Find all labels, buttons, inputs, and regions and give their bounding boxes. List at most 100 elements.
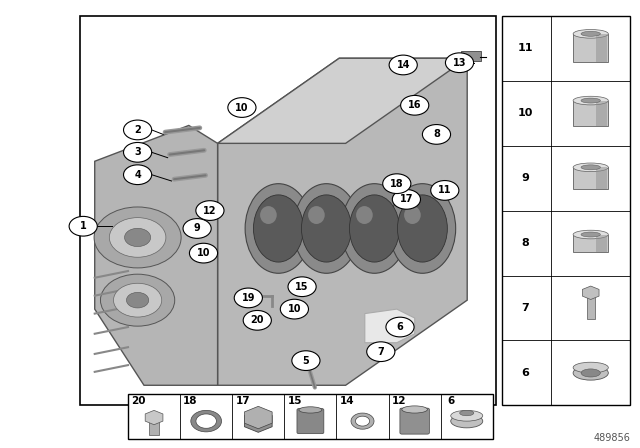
Text: 20: 20 — [131, 396, 146, 405]
Polygon shape — [218, 58, 467, 385]
Text: 10: 10 — [518, 108, 533, 118]
FancyBboxPatch shape — [596, 168, 607, 189]
Ellipse shape — [293, 184, 360, 273]
FancyBboxPatch shape — [80, 16, 496, 405]
FancyBboxPatch shape — [297, 409, 324, 434]
Text: 20: 20 — [250, 315, 264, 325]
Text: 489856: 489856 — [593, 433, 630, 443]
Ellipse shape — [581, 98, 600, 103]
Circle shape — [109, 218, 166, 257]
Ellipse shape — [581, 31, 600, 36]
Circle shape — [422, 125, 451, 144]
Text: 19: 19 — [241, 293, 255, 303]
Ellipse shape — [573, 96, 609, 105]
Text: 18: 18 — [183, 396, 198, 405]
Circle shape — [445, 53, 474, 73]
Text: 17: 17 — [399, 194, 413, 204]
Circle shape — [100, 274, 175, 326]
Circle shape — [383, 174, 411, 194]
Text: 6: 6 — [447, 396, 455, 405]
Text: 15: 15 — [287, 396, 302, 405]
Circle shape — [243, 310, 271, 330]
Text: 9: 9 — [522, 173, 529, 183]
Circle shape — [234, 288, 262, 308]
Circle shape — [125, 228, 150, 246]
Circle shape — [127, 293, 148, 308]
Ellipse shape — [397, 195, 447, 262]
Text: 10: 10 — [287, 304, 301, 314]
Text: 13: 13 — [452, 58, 467, 68]
Ellipse shape — [451, 410, 483, 421]
Ellipse shape — [573, 163, 609, 172]
Text: 7: 7 — [378, 347, 384, 357]
Text: 12: 12 — [203, 206, 217, 215]
Circle shape — [431, 181, 459, 200]
Circle shape — [183, 219, 211, 238]
Text: 10: 10 — [235, 103, 249, 112]
Circle shape — [124, 165, 152, 185]
Text: 6: 6 — [397, 322, 403, 332]
FancyBboxPatch shape — [149, 421, 159, 435]
FancyBboxPatch shape — [596, 235, 607, 252]
Polygon shape — [95, 125, 218, 385]
Circle shape — [228, 98, 256, 117]
Text: 4: 4 — [134, 170, 141, 180]
Ellipse shape — [299, 407, 322, 413]
Ellipse shape — [253, 195, 303, 262]
Circle shape — [292, 351, 320, 370]
Text: 16: 16 — [408, 100, 422, 110]
Circle shape — [69, 216, 97, 236]
FancyBboxPatch shape — [461, 51, 481, 61]
Text: 2: 2 — [134, 125, 141, 135]
FancyBboxPatch shape — [587, 297, 595, 319]
Text: 14: 14 — [340, 396, 354, 405]
FancyBboxPatch shape — [596, 101, 607, 126]
Ellipse shape — [341, 184, 408, 273]
FancyBboxPatch shape — [573, 168, 609, 189]
Text: 15: 15 — [295, 282, 309, 292]
Ellipse shape — [389, 184, 456, 273]
FancyBboxPatch shape — [128, 394, 493, 439]
Text: 12: 12 — [392, 396, 406, 405]
Text: 14: 14 — [396, 60, 410, 70]
Text: 7: 7 — [522, 303, 529, 313]
Ellipse shape — [402, 406, 428, 413]
Circle shape — [196, 201, 224, 220]
Ellipse shape — [245, 184, 312, 273]
Ellipse shape — [460, 410, 474, 416]
Circle shape — [94, 207, 181, 268]
Polygon shape — [218, 58, 467, 143]
FancyBboxPatch shape — [596, 34, 607, 63]
Circle shape — [367, 342, 395, 362]
Circle shape — [386, 317, 414, 337]
Polygon shape — [365, 309, 415, 343]
Ellipse shape — [451, 414, 483, 428]
Ellipse shape — [301, 195, 351, 262]
Circle shape — [189, 243, 218, 263]
Circle shape — [113, 283, 162, 317]
Ellipse shape — [349, 195, 399, 262]
Circle shape — [401, 95, 429, 115]
Text: 8: 8 — [433, 129, 440, 139]
Text: 18: 18 — [390, 179, 404, 189]
Ellipse shape — [308, 206, 324, 224]
Text: 17: 17 — [236, 396, 250, 405]
FancyBboxPatch shape — [400, 408, 429, 434]
Circle shape — [288, 277, 316, 297]
FancyBboxPatch shape — [573, 101, 609, 126]
Circle shape — [280, 299, 308, 319]
Ellipse shape — [404, 206, 420, 224]
Ellipse shape — [573, 230, 609, 239]
Ellipse shape — [573, 366, 609, 380]
Text: 11: 11 — [438, 185, 452, 195]
Text: 1: 1 — [80, 221, 86, 231]
Ellipse shape — [356, 206, 372, 224]
Ellipse shape — [573, 362, 609, 373]
Circle shape — [124, 120, 152, 140]
Text: 8: 8 — [522, 238, 529, 248]
Ellipse shape — [573, 30, 609, 38]
Text: 10: 10 — [196, 248, 211, 258]
Circle shape — [389, 55, 417, 75]
Ellipse shape — [260, 206, 276, 224]
Text: 3: 3 — [134, 147, 141, 157]
